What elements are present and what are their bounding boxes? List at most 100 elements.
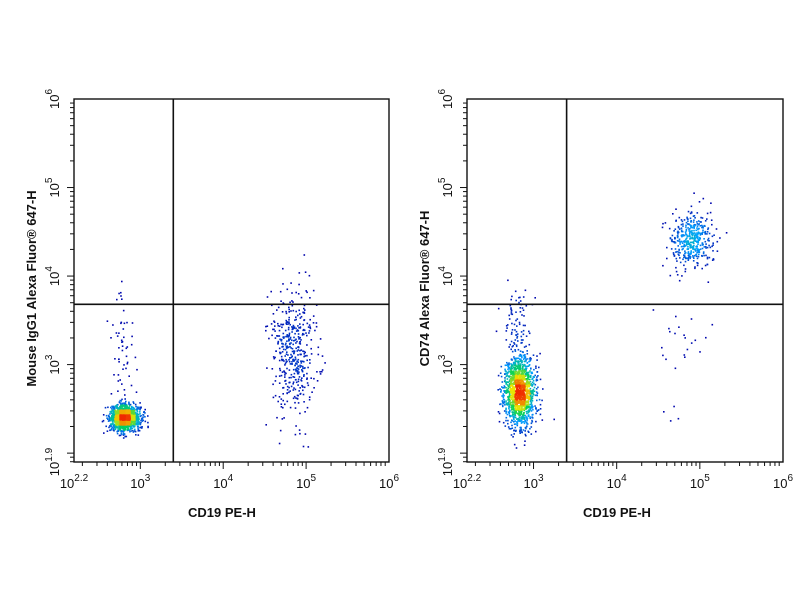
- event-dot: [123, 389, 126, 391]
- event-dot: [517, 377, 520, 380]
- event-dot: [681, 235, 683, 238]
- event-dot: [289, 363, 292, 365]
- event-dot: [109, 425, 111, 427]
- event-dot: [519, 374, 521, 376]
- event-dot: [142, 414, 145, 416]
- event-dot: [515, 311, 517, 313]
- event-dot: [510, 308, 512, 311]
- event-dot: [300, 379, 302, 381]
- event-dot: [529, 408, 532, 411]
- event-dot: [282, 302, 285, 304]
- event-dot: [511, 419, 513, 421]
- event-dot: [524, 386, 527, 389]
- event-dot: [303, 350, 305, 353]
- event-dot: [689, 244, 691, 246]
- event-dot: [676, 236, 679, 239]
- event-dot: [117, 390, 119, 392]
- event-dot: [511, 407, 513, 410]
- event-dot: [507, 363, 509, 366]
- event-dot: [284, 364, 286, 366]
- event-dot: [522, 401, 524, 403]
- event-dot: [315, 322, 318, 324]
- event-dot: [705, 336, 707, 339]
- event-dot: [510, 421, 512, 424]
- event-dot: [532, 390, 534, 392]
- event-dot: [524, 360, 526, 363]
- event-dot: [706, 263, 709, 266]
- event-dot: [513, 379, 516, 381]
- event-dot: [126, 409, 128, 411]
- event-dot: [516, 403, 518, 406]
- event-dot: [141, 427, 143, 429]
- event-dot: [710, 202, 712, 204]
- event-dot: [114, 427, 117, 429]
- event-dot: [678, 240, 680, 242]
- x-tick-label: 106: [773, 473, 793, 491]
- event-dot: [511, 329, 514, 331]
- event-dot: [505, 325, 508, 327]
- event-dot: [662, 264, 664, 267]
- event-dot: [302, 311, 304, 314]
- event-dot: [512, 417, 515, 420]
- event-dot: [515, 374, 517, 376]
- event-dot: [140, 421, 142, 424]
- event-dot: [513, 375, 516, 378]
- event-dot: [687, 258, 690, 260]
- event-dot: [293, 387, 295, 389]
- event-dot: [696, 235, 699, 238]
- event-dot: [507, 422, 509, 425]
- event-dot: [516, 405, 518, 408]
- event-dot: [676, 250, 678, 253]
- event-dot: [697, 220, 700, 222]
- event-dot: [130, 411, 133, 413]
- event-dot: [127, 416, 129, 419]
- event-dot: [117, 430, 120, 432]
- event-dot: [689, 256, 692, 258]
- event-dot: [297, 365, 300, 368]
- event-dot: [506, 389, 508, 391]
- event-dot: [505, 416, 508, 419]
- event-dot: [536, 355, 538, 357]
- event-dot: [282, 399, 284, 402]
- event-dot: [143, 411, 145, 413]
- event-dot: [704, 225, 706, 227]
- event-dot: [697, 255, 700, 258]
- event-dot: [519, 416, 521, 419]
- event-dot: [120, 433, 123, 435]
- event-dot: [290, 353, 292, 356]
- event-dot: [522, 329, 525, 332]
- event-dot: [678, 216, 681, 219]
- event-dot: [531, 417, 534, 419]
- event-dot: [535, 420, 537, 423]
- event-dot: [706, 212, 709, 215]
- event-dot: [519, 360, 521, 363]
- event-dot: [501, 381, 504, 383]
- event-dot: [669, 237, 672, 240]
- event-dot: [297, 349, 300, 351]
- event-dot: [508, 363, 510, 366]
- event-dot: [690, 205, 693, 208]
- event-dot: [504, 390, 507, 392]
- event-dot: [117, 423, 120, 426]
- event-dot: [524, 354, 526, 356]
- event-dot: [299, 366, 302, 368]
- event-dot: [676, 260, 678, 262]
- event-dot: [277, 400, 279, 403]
- event-dot: [520, 370, 523, 372]
- event-dot: [541, 399, 543, 402]
- event-dot: [692, 255, 694, 257]
- event-dot: [115, 412, 117, 414]
- event-dot: [501, 401, 504, 403]
- event-dot: [513, 393, 515, 396]
- event-dot: [524, 373, 527, 376]
- event-dot: [130, 408, 132, 411]
- event-dot: [298, 327, 300, 329]
- event-dot: [130, 415, 133, 418]
- event-dot: [281, 346, 283, 348]
- event-dot: [299, 387, 301, 389]
- event-dot: [706, 233, 708, 235]
- event-dot: [136, 416, 138, 419]
- event-dot: [513, 356, 515, 358]
- event-dot: [516, 396, 518, 398]
- event-dot: [123, 406, 126, 408]
